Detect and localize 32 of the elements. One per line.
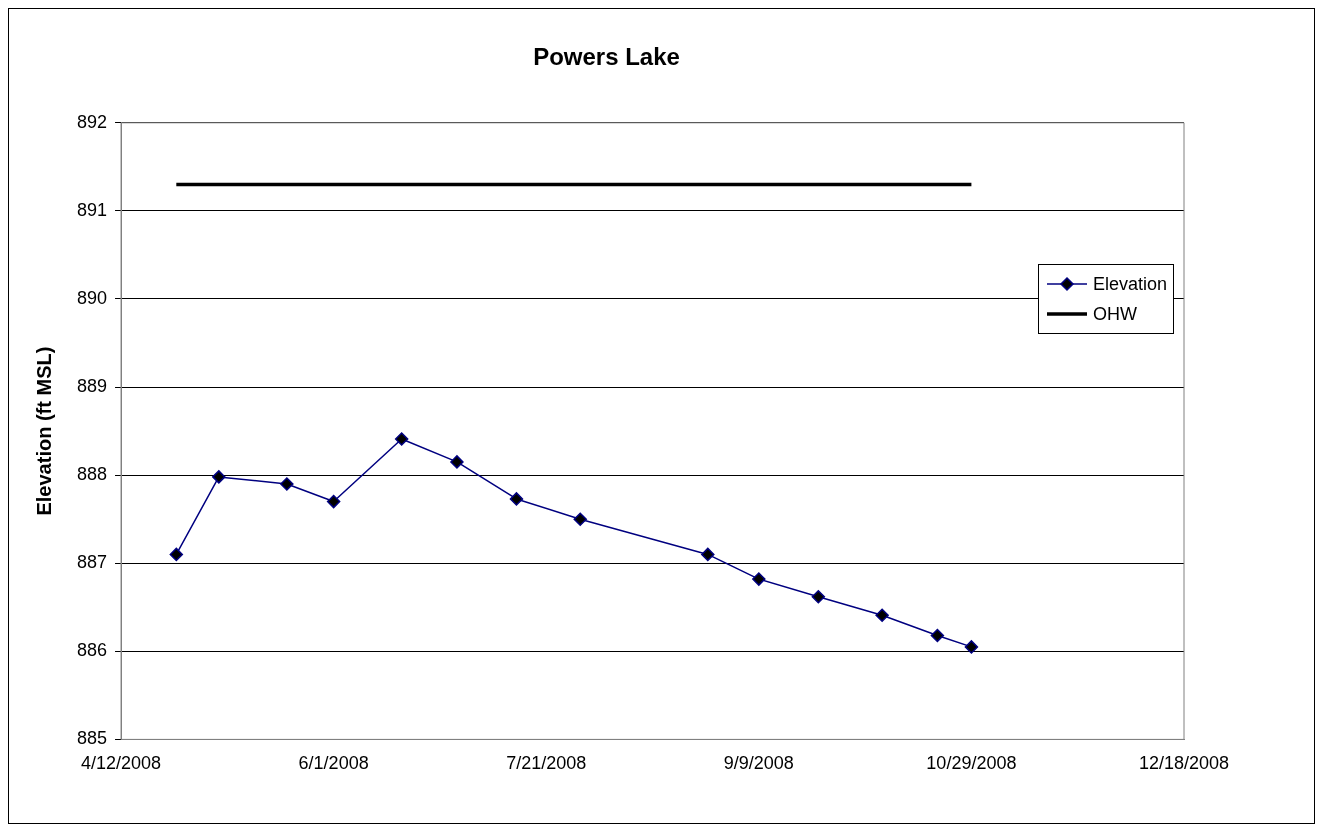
chart-title: Powers Lake xyxy=(533,43,680,71)
y-axis-title: Elevation (ft MSL) xyxy=(32,346,55,516)
point xyxy=(752,572,766,586)
y-tick-label: 887 xyxy=(76,552,108,573)
point xyxy=(326,494,341,509)
point xyxy=(450,455,464,469)
point xyxy=(875,608,889,622)
y-tick-label: 890 xyxy=(76,287,108,308)
point xyxy=(811,589,826,604)
y-tick-label: 891 xyxy=(76,199,108,220)
point xyxy=(701,547,715,562)
y-tick-label: 892 xyxy=(76,111,108,132)
x-tick-label: 9/9/2008 xyxy=(723,753,794,774)
legend-label: OHW xyxy=(1092,303,1137,325)
point xyxy=(930,628,945,643)
y-tick-label: 886 xyxy=(76,640,108,661)
point xyxy=(212,470,226,484)
x-tick-label: 7/21/2008 xyxy=(506,753,587,774)
x-tick-label: 4/12/2008 xyxy=(80,753,162,774)
y-tick-label: 888 xyxy=(76,464,108,485)
x-tick-label: 10/29/2008 xyxy=(926,753,1017,774)
y-tick-label: 885 xyxy=(76,728,108,749)
x-tick-label: 12/18/2008 xyxy=(1138,753,1230,774)
point xyxy=(573,512,587,526)
point xyxy=(169,547,184,562)
point xyxy=(509,492,524,506)
point xyxy=(394,432,409,446)
point xyxy=(964,640,979,654)
legend-label: Elevation xyxy=(1092,273,1167,295)
y-tick-label: 889 xyxy=(76,376,108,397)
point xyxy=(280,477,294,491)
x-tick-label: 6/1/2008 xyxy=(298,753,369,774)
